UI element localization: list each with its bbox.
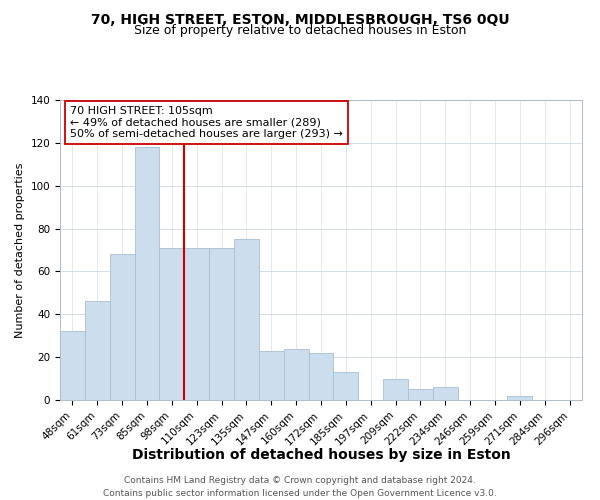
- Bar: [284, 348, 308, 400]
- Text: 70, HIGH STREET, ESTON, MIDDLESBROUGH, TS6 0QU: 70, HIGH STREET, ESTON, MIDDLESBROUGH, T…: [91, 12, 509, 26]
- Bar: [60, 332, 85, 400]
- Bar: [508, 396, 532, 400]
- Text: 70 HIGH STREET: 105sqm
← 49% of detached houses are smaller (289)
50% of semi-de: 70 HIGH STREET: 105sqm ← 49% of detached…: [70, 106, 343, 139]
- Bar: [433, 387, 458, 400]
- Bar: [134, 147, 160, 400]
- Bar: [383, 378, 408, 400]
- Bar: [184, 248, 209, 400]
- Text: Distribution of detached houses by size in Eston: Distribution of detached houses by size …: [131, 448, 511, 462]
- Bar: [259, 350, 284, 400]
- Y-axis label: Number of detached properties: Number of detached properties: [15, 162, 25, 338]
- Bar: [160, 248, 184, 400]
- Bar: [110, 254, 134, 400]
- Text: Size of property relative to detached houses in Eston: Size of property relative to detached ho…: [134, 24, 466, 37]
- Bar: [234, 240, 259, 400]
- Bar: [334, 372, 358, 400]
- Bar: [408, 390, 433, 400]
- Bar: [308, 353, 334, 400]
- Bar: [209, 248, 234, 400]
- Bar: [85, 302, 110, 400]
- Text: Contains HM Land Registry data © Crown copyright and database right 2024.
Contai: Contains HM Land Registry data © Crown c…: [103, 476, 497, 498]
